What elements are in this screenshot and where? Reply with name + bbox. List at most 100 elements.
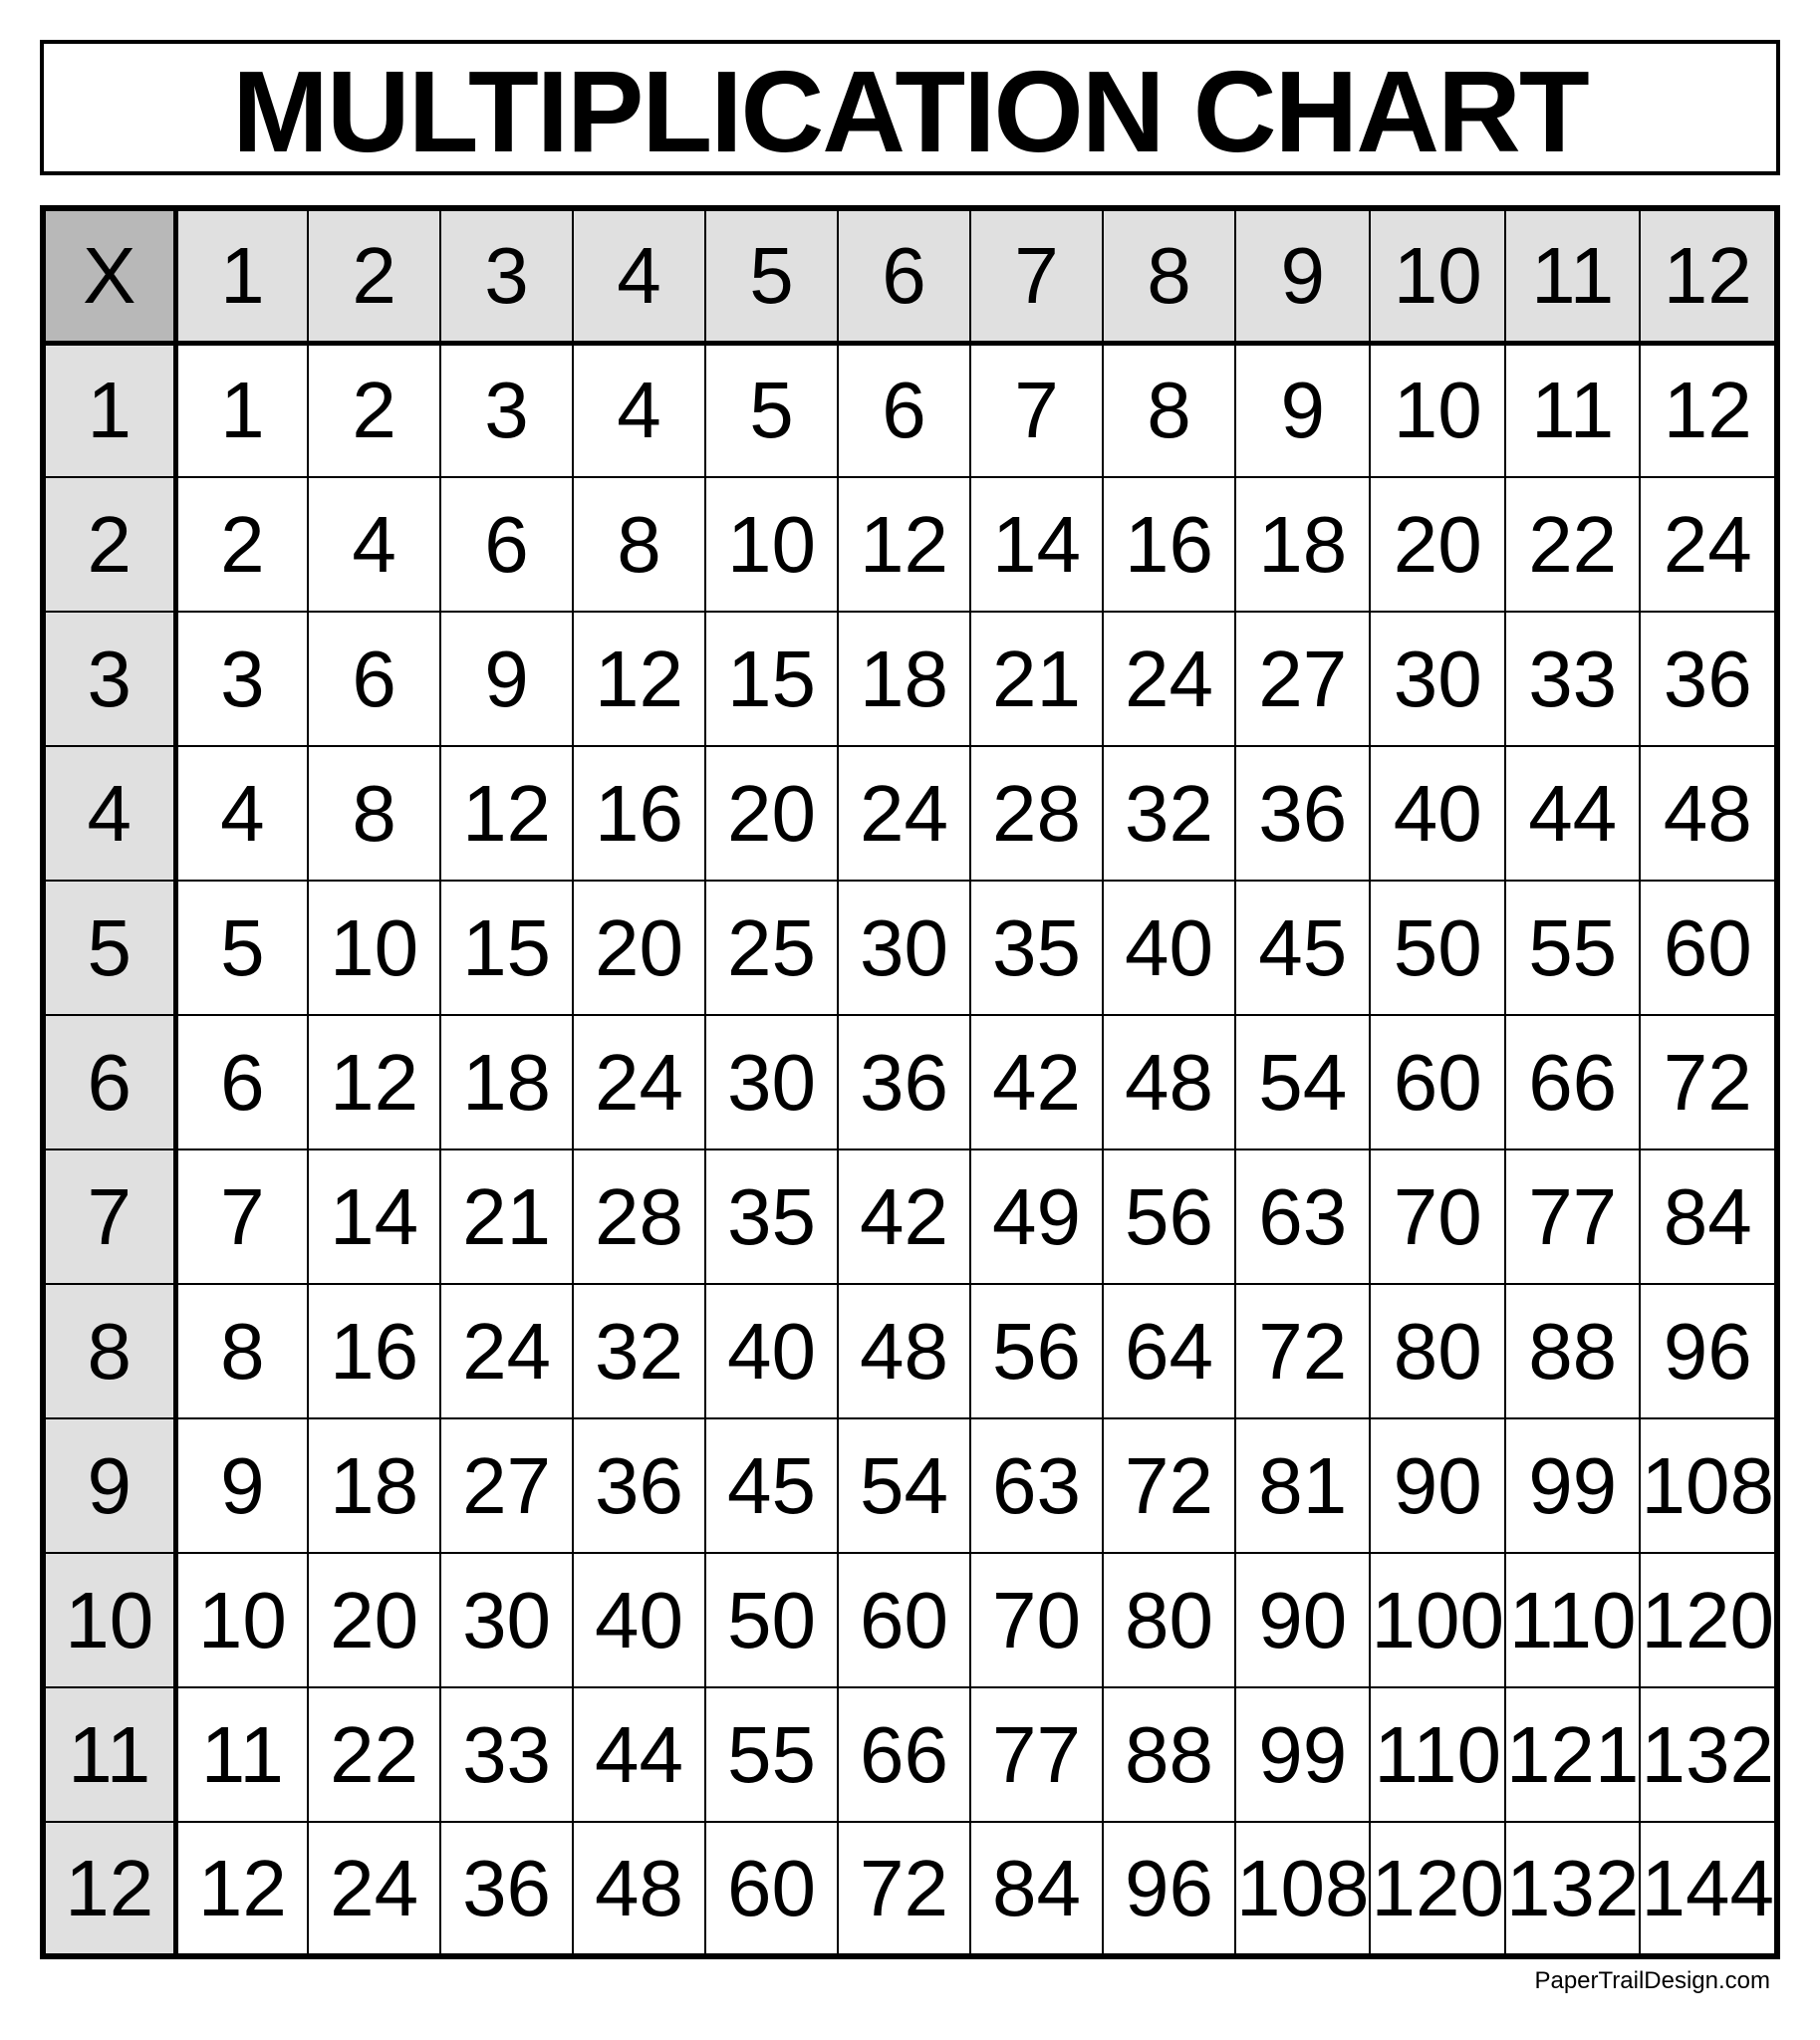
data-cell: 24: [1640, 477, 1777, 612]
data-cell: 72: [1640, 1015, 1777, 1149]
data-cell: 18: [308, 1418, 440, 1553]
data-cell: 42: [838, 1149, 970, 1284]
data-cell: 72: [1235, 1284, 1370, 1418]
data-cell: 84: [970, 1822, 1103, 1956]
data-cell: 6: [175, 1015, 308, 1149]
data-cell: 2: [175, 477, 308, 612]
data-cell: 8: [573, 477, 705, 612]
data-cell: 72: [1103, 1418, 1235, 1553]
header-row: X 1 2 3 4 5 6 7 8 9 10 11 12: [43, 208, 1777, 343]
row-header: 6: [43, 1015, 175, 1149]
data-cell: 90: [1235, 1553, 1370, 1687]
data-cell: 2: [308, 343, 440, 477]
data-cell: 7: [970, 343, 1103, 477]
data-cell: 56: [970, 1284, 1103, 1418]
data-cell: 9: [1235, 343, 1370, 477]
data-cell: 77: [1505, 1149, 1640, 1284]
data-cell: 15: [440, 881, 573, 1015]
data-cell: 54: [1235, 1015, 1370, 1149]
data-cell: 8: [308, 746, 440, 881]
data-cell: 21: [970, 612, 1103, 746]
data-cell: 12: [440, 746, 573, 881]
data-cell: 66: [838, 1687, 970, 1822]
data-cell: 35: [705, 1149, 838, 1284]
table-row: 771421283542495663707784: [43, 1149, 1777, 1284]
data-cell: 30: [705, 1015, 838, 1149]
data-cell: 28: [573, 1149, 705, 1284]
data-cell: 80: [1370, 1284, 1504, 1418]
data-cell: 36: [573, 1418, 705, 1553]
data-cell: 7: [175, 1149, 308, 1284]
data-cell: 108: [1235, 1822, 1370, 1956]
data-cell: 36: [1235, 746, 1370, 881]
data-cell: 44: [1505, 746, 1640, 881]
data-cell: 48: [573, 1822, 705, 1956]
data-cell: 10: [705, 477, 838, 612]
data-cell: 49: [970, 1149, 1103, 1284]
data-cell: 40: [705, 1284, 838, 1418]
data-cell: 6: [440, 477, 573, 612]
data-cell: 12: [175, 1822, 308, 1956]
data-cell: 60: [1640, 881, 1777, 1015]
data-cell: 144: [1640, 1822, 1777, 1956]
table-row: 551015202530354045505560: [43, 881, 1777, 1015]
col-header: 11: [1505, 208, 1640, 343]
data-cell: 132: [1505, 1822, 1640, 1956]
data-cell: 60: [838, 1553, 970, 1687]
page-title: MULTIPLICATION CHART: [44, 54, 1776, 169]
data-cell: 5: [705, 343, 838, 477]
data-cell: 132: [1640, 1687, 1777, 1822]
data-cell: 12: [1640, 343, 1777, 477]
data-cell: 15: [705, 612, 838, 746]
col-header: 2: [308, 208, 440, 343]
multiplication-table: X 1 2 3 4 5 6 7 8 9 10 11 12 11234567891…: [40, 205, 1780, 1959]
data-cell: 20: [1370, 477, 1504, 612]
data-cell: 45: [1235, 881, 1370, 1015]
data-cell: 9: [440, 612, 573, 746]
data-cell: 20: [308, 1553, 440, 1687]
data-cell: 12: [838, 477, 970, 612]
data-cell: 11: [1505, 343, 1640, 477]
data-cell: 16: [308, 1284, 440, 1418]
data-cell: 4: [308, 477, 440, 612]
corner-cell: X: [43, 208, 175, 343]
data-cell: 30: [440, 1553, 573, 1687]
data-cell: 56: [1103, 1149, 1235, 1284]
data-cell: 36: [440, 1822, 573, 1956]
data-cell: 16: [573, 746, 705, 881]
row-header: 7: [43, 1149, 175, 1284]
data-cell: 84: [1640, 1149, 1777, 1284]
data-cell: 24: [440, 1284, 573, 1418]
data-cell: 30: [838, 881, 970, 1015]
data-cell: 18: [440, 1015, 573, 1149]
data-cell: 50: [705, 1553, 838, 1687]
table-row: 3369121518212427303336: [43, 612, 1777, 746]
row-header: 8: [43, 1284, 175, 1418]
data-cell: 55: [1505, 881, 1640, 1015]
data-cell: 24: [573, 1015, 705, 1149]
data-cell: 24: [308, 1822, 440, 1956]
data-cell: 40: [573, 1553, 705, 1687]
data-cell: 48: [838, 1284, 970, 1418]
table-row: 661218243036424854606672: [43, 1015, 1777, 1149]
data-cell: 11: [175, 1687, 308, 1822]
data-cell: 64: [1103, 1284, 1235, 1418]
col-header: 4: [573, 208, 705, 343]
data-cell: 21: [440, 1149, 573, 1284]
data-cell: 72: [838, 1822, 970, 1956]
data-cell: 40: [1370, 746, 1504, 881]
row-header: 10: [43, 1553, 175, 1687]
col-header: 8: [1103, 208, 1235, 343]
table-row: 10102030405060708090100110120: [43, 1553, 1777, 1687]
data-cell: 45: [705, 1418, 838, 1553]
col-header: 6: [838, 208, 970, 343]
data-cell: 40: [1103, 881, 1235, 1015]
table-row: 1123456789101112: [43, 343, 1777, 477]
row-header: 2: [43, 477, 175, 612]
data-cell: 55: [705, 1687, 838, 1822]
data-cell: 121: [1505, 1687, 1640, 1822]
data-cell: 24: [1103, 612, 1235, 746]
table-header: X 1 2 3 4 5 6 7 8 9 10 11 12: [43, 208, 1777, 343]
data-cell: 28: [970, 746, 1103, 881]
row-header: 1: [43, 343, 175, 477]
